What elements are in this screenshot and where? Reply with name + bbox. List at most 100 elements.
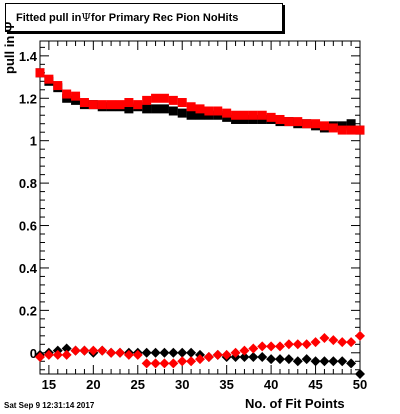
data-point-square xyxy=(195,110,205,120)
data-point-square xyxy=(44,74,54,84)
x-tick-label: 30 xyxy=(175,377,189,392)
data-point-square xyxy=(79,98,89,108)
title-prefix: Fitted pull in xyxy=(16,11,82,24)
data-point-square xyxy=(168,95,178,105)
y-tick-label: 1.4 xyxy=(19,49,38,64)
data-point-square xyxy=(222,108,232,118)
data-point-diamond xyxy=(195,354,205,365)
data-point-diamond xyxy=(310,356,321,367)
data-point-square xyxy=(133,100,143,110)
data-point-diamond xyxy=(61,349,72,360)
data-point-diamond xyxy=(159,358,170,369)
data-point-square xyxy=(213,106,223,116)
y-tick-label: 0.4 xyxy=(19,261,38,276)
y-tick-label: 0 xyxy=(30,346,37,361)
data-point-diamond xyxy=(35,352,45,363)
data-point-square xyxy=(124,98,134,108)
data-point-diamond xyxy=(346,358,357,369)
data-point-square xyxy=(328,123,338,133)
data-point-diamond xyxy=(168,358,179,369)
x-tick-label: 45 xyxy=(308,377,322,392)
data-point-square xyxy=(355,125,365,135)
data-point-diamond xyxy=(212,349,223,360)
data-point-diamond xyxy=(292,356,303,367)
data-point-square xyxy=(35,68,45,78)
data-point-square xyxy=(151,93,161,103)
data-point-square xyxy=(257,110,267,120)
data-point-diamond xyxy=(292,339,303,350)
data-point-square xyxy=(151,104,161,114)
data-point-diamond xyxy=(186,347,197,358)
data-point-diamond xyxy=(346,337,357,348)
y-tick-label: 1 xyxy=(30,134,37,149)
data-point-diamond xyxy=(355,330,365,341)
data-point-square xyxy=(231,110,241,120)
x-tick-label: 20 xyxy=(86,377,100,392)
data-point-square xyxy=(106,100,116,110)
data-point-diamond xyxy=(328,335,339,346)
data-point-diamond xyxy=(239,352,250,363)
x-tick-label: 35 xyxy=(219,377,233,392)
data-point-diamond xyxy=(319,332,330,343)
data-point-diamond xyxy=(248,352,259,363)
data-point-square xyxy=(159,104,169,114)
data-point-diamond xyxy=(168,347,179,358)
data-point-diamond xyxy=(159,347,170,358)
data-point-diamond xyxy=(283,354,294,365)
data-point-diamond xyxy=(88,345,99,356)
data-point-diamond xyxy=(150,358,161,369)
data-point-diamond xyxy=(310,337,321,348)
data-point-square xyxy=(204,106,214,116)
data-point-diamond xyxy=(106,347,117,358)
data-point-square xyxy=(142,95,152,105)
data-point-square xyxy=(284,117,294,127)
data-point-diamond xyxy=(141,358,152,369)
data-point-square xyxy=(311,119,321,129)
data-point-square xyxy=(177,108,187,118)
data-point-square xyxy=(239,110,249,120)
data-point-square xyxy=(248,110,258,120)
data-point-diamond xyxy=(43,349,54,360)
data-point-square xyxy=(346,125,356,135)
data-point-diamond xyxy=(266,341,277,352)
data-point-diamond xyxy=(123,349,134,360)
data-point-square xyxy=(293,117,303,127)
data-point-square xyxy=(97,100,107,110)
data-point-diamond xyxy=(150,347,161,358)
data-point-diamond xyxy=(177,356,188,367)
data-point-diamond xyxy=(203,352,214,363)
data-point-diamond xyxy=(132,349,143,360)
data-point-diamond xyxy=(115,347,125,358)
data-point-square xyxy=(88,100,98,110)
y-tick-label: 0.6 xyxy=(19,219,37,234)
x-tick-label: 50 xyxy=(353,377,367,392)
x-tick-label: 15 xyxy=(42,377,56,392)
chart-title: Fitted pull in Ψ for Primary Rec Pion No… xyxy=(5,3,283,32)
series-2 xyxy=(35,68,365,135)
data-point-diamond xyxy=(186,356,197,367)
data-point-diamond xyxy=(97,345,108,356)
data-point-diamond xyxy=(230,347,241,358)
title-suffix: for Primary Rec Pion NoHits xyxy=(91,11,239,24)
y-tick-label: 0.2 xyxy=(19,303,37,318)
data-point-square xyxy=(195,104,205,114)
y-axis-label: pull in Ψ xyxy=(2,21,17,74)
data-point-square xyxy=(168,106,178,116)
data-point-diamond xyxy=(337,337,348,348)
data-point-diamond xyxy=(328,356,339,367)
series-4 xyxy=(35,330,365,369)
data-point-square xyxy=(177,98,187,108)
data-point-diamond xyxy=(52,349,63,360)
data-point-diamond xyxy=(257,341,268,352)
data-point-diamond xyxy=(70,345,81,356)
data-point-diamond xyxy=(319,356,330,367)
data-point-diamond xyxy=(239,345,250,356)
data-point-diamond xyxy=(141,347,152,358)
data-point-square xyxy=(186,110,196,120)
data-point-square xyxy=(124,104,134,114)
y-tick-label: 0.8 xyxy=(19,176,37,191)
data-point-square xyxy=(186,102,196,112)
data-point-diamond xyxy=(248,343,259,354)
